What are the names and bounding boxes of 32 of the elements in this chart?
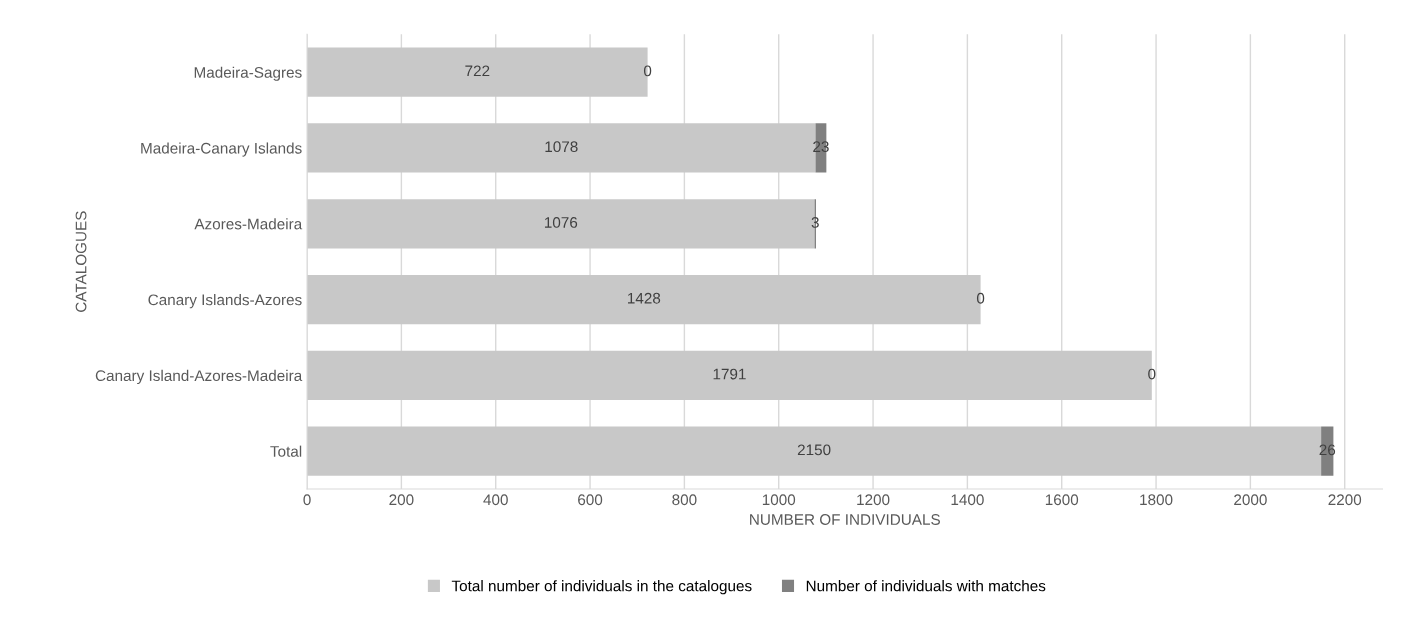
x-tick-label: 1600 xyxy=(1045,494,1079,506)
data-label: 3 xyxy=(811,217,819,228)
x-tick-label: 200 xyxy=(389,494,414,506)
data-label: 0 xyxy=(1148,368,1156,380)
x-tick-label: 1200 xyxy=(857,494,890,506)
x-tick-label: 1000 xyxy=(762,494,796,506)
y-tick-label: Canary Islands-Azores xyxy=(148,294,302,309)
x-tick-label: 600 xyxy=(578,494,603,506)
y-tick-label: Azores-Madeira xyxy=(194,218,303,230)
y-tick-label: Madeira-Canary Islands xyxy=(141,142,302,157)
legend-label: Total number of individuals in the catalogues xyxy=(451,580,752,595)
x-tick-label: 400 xyxy=(483,494,508,506)
data-label: 1428 xyxy=(628,292,661,304)
x-tick-label: 2200 xyxy=(1328,494,1362,506)
data-label: 0 xyxy=(643,65,652,77)
y-tick-label: Canary Island-Azores-Madeira xyxy=(95,369,303,385)
y-tick-label: Madeira-Sagres xyxy=(194,66,302,81)
x-axis-title: NUMBER OF INDIVIDUALS xyxy=(750,514,940,525)
x-tick-label: 2000 xyxy=(1234,494,1267,506)
data-label: 1791 xyxy=(713,368,746,380)
data-label: 722 xyxy=(465,65,490,77)
y-axis-title: CATALOGUES xyxy=(75,211,87,312)
x-tick-label: 1400 xyxy=(951,494,984,506)
x-tick-label: 1800 xyxy=(1140,494,1173,506)
data-label: 2150 xyxy=(797,444,831,456)
y-tick-label: Total xyxy=(270,445,302,457)
x-tick-label: 800 xyxy=(672,494,697,506)
legend-label: Number of individuals with matches xyxy=(806,580,1046,592)
x-tick-label: 0 xyxy=(303,494,311,506)
data-label: 1078 xyxy=(545,141,578,153)
data-label: 1076 xyxy=(544,217,578,228)
data-label: 0 xyxy=(976,292,985,304)
